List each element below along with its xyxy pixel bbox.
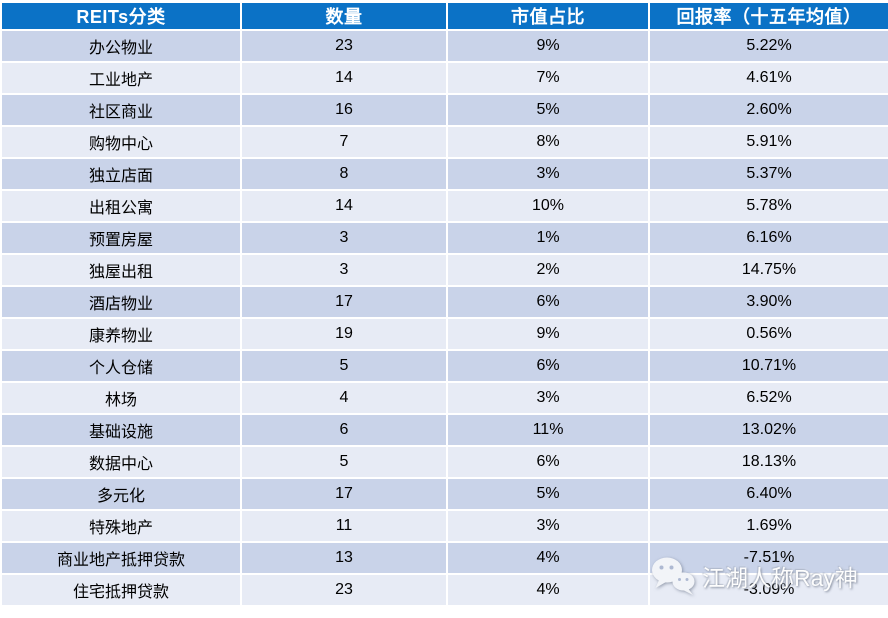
marketcap-share-cell: 6%: [448, 351, 648, 381]
category-cell: 多元化: [2, 479, 240, 509]
marketcap-share-cell: 9%: [448, 31, 648, 61]
table-row: 林场 4 3% 6.52%: [2, 383, 888, 413]
marketcap-share-cell: 4%: [448, 543, 648, 573]
marketcap-share-cell: 5%: [448, 95, 648, 125]
marketcap-share-cell: 10%: [448, 191, 648, 221]
count-cell: 13: [242, 543, 446, 573]
marketcap-share-cell: 2%: [448, 255, 648, 285]
table-row: 商业地产抵押贷款 13 4% -7.51%: [2, 543, 888, 573]
category-cell: 住宅抵押贷款: [2, 575, 240, 605]
marketcap-share-cell: 3%: [448, 383, 648, 413]
table-row: 个人仓储 5 6% 10.71%: [2, 351, 888, 381]
return-cell: 5.78%: [650, 191, 888, 221]
marketcap-share-cell: 3%: [448, 511, 648, 541]
header-row: REITs分类 数量 市值占比 回报率（十五年均值）: [2, 3, 888, 29]
return-cell: 1.69%: [650, 511, 888, 541]
count-cell: 11: [242, 511, 446, 541]
count-cell: 5: [242, 351, 446, 381]
marketcap-share-cell: 7%: [448, 63, 648, 93]
table-row: 独屋出租 3 2% 14.75%: [2, 255, 888, 285]
category-cell: 工业地产: [2, 63, 240, 93]
return-cell: 6.16%: [650, 223, 888, 253]
category-cell: 数据中心: [2, 447, 240, 477]
table-row: 独立店面 8 3% 5.37%: [2, 159, 888, 189]
count-cell: 17: [242, 479, 446, 509]
table-row: 多元化 17 5% 6.40%: [2, 479, 888, 509]
category-cell: 商业地产抵押贷款: [2, 543, 240, 573]
table-row: 工业地产 14 7% 4.61%: [2, 63, 888, 93]
return-cell: 5.22%: [650, 31, 888, 61]
return-cell: 6.52%: [650, 383, 888, 413]
return-cell: 13.02%: [650, 415, 888, 445]
return-cell: 14.75%: [650, 255, 888, 285]
count-cell: 16: [242, 95, 446, 125]
table-row: 住宅抵押贷款 23 4% -3.09%: [2, 575, 888, 605]
marketcap-share-cell: 6%: [448, 287, 648, 317]
category-cell: 特殊地产: [2, 511, 240, 541]
table-row: 数据中心 5 6% 18.13%: [2, 447, 888, 477]
count-cell: 23: [242, 575, 446, 605]
marketcap-share-cell: 11%: [448, 415, 648, 445]
table-body: 办公物业 23 9% 5.22% 工业地产 14 7% 4.61% 社区商业 1…: [2, 31, 888, 605]
table-row: 出租公寓 14 10% 5.78%: [2, 191, 888, 221]
return-cell: 18.13%: [650, 447, 888, 477]
marketcap-share-cell: 3%: [448, 159, 648, 189]
marketcap-share-cell: 6%: [448, 447, 648, 477]
table-row: 社区商业 16 5% 2.60%: [2, 95, 888, 125]
col-header-return: 回报率（十五年均值）: [650, 3, 888, 29]
return-cell: -7.51%: [650, 543, 888, 573]
table-row: 办公物业 23 9% 5.22%: [2, 31, 888, 61]
category-cell: 社区商业: [2, 95, 240, 125]
category-cell: 独立店面: [2, 159, 240, 189]
count-cell: 4: [242, 383, 446, 413]
table-row: 基础设施 6 11% 13.02%: [2, 415, 888, 445]
marketcap-share-cell: 9%: [448, 319, 648, 349]
count-cell: 7: [242, 127, 446, 157]
count-cell: 8: [242, 159, 446, 189]
return-cell: 10.71%: [650, 351, 888, 381]
count-cell: 3: [242, 223, 446, 253]
col-header-marketcap-share: 市值占比: [448, 3, 648, 29]
marketcap-share-cell: 8%: [448, 127, 648, 157]
count-cell: 14: [242, 63, 446, 93]
table-row: 酒店物业 17 6% 3.90%: [2, 287, 888, 317]
table-row: 康养物业 19 9% 0.56%: [2, 319, 888, 349]
count-cell: 14: [242, 191, 446, 221]
return-cell: -3.09%: [650, 575, 888, 605]
return-cell: 2.60%: [650, 95, 888, 125]
count-cell: 17: [242, 287, 446, 317]
return-cell: 5.91%: [650, 127, 888, 157]
col-header-count: 数量: [242, 3, 446, 29]
table-row: 预置房屋 3 1% 6.16%: [2, 223, 888, 253]
marketcap-share-cell: 5%: [448, 479, 648, 509]
marketcap-share-cell: 1%: [448, 223, 648, 253]
table-row: 购物中心 7 8% 5.91%: [2, 127, 888, 157]
return-cell: 0.56%: [650, 319, 888, 349]
category-cell: 酒店物业: [2, 287, 240, 317]
category-cell: 个人仓储: [2, 351, 240, 381]
count-cell: 23: [242, 31, 446, 61]
count-cell: 5: [242, 447, 446, 477]
category-cell: 出租公寓: [2, 191, 240, 221]
return-cell: 4.61%: [650, 63, 888, 93]
category-cell: 预置房屋: [2, 223, 240, 253]
return-cell: 3.90%: [650, 287, 888, 317]
return-cell: 5.37%: [650, 159, 888, 189]
table-row: 特殊地产 11 3% 1.69%: [2, 511, 888, 541]
count-cell: 3: [242, 255, 446, 285]
category-cell: 办公物业: [2, 31, 240, 61]
col-header-category: REITs分类: [2, 3, 240, 29]
category-cell: 独屋出租: [2, 255, 240, 285]
marketcap-share-cell: 4%: [448, 575, 648, 605]
category-cell: 康养物业: [2, 319, 240, 349]
count-cell: 6: [242, 415, 446, 445]
table-header: REITs分类 数量 市值占比 回报率（十五年均值）: [2, 3, 888, 29]
category-cell: 林场: [2, 383, 240, 413]
category-cell: 基础设施: [2, 415, 240, 445]
count-cell: 19: [242, 319, 446, 349]
return-cell: 6.40%: [650, 479, 888, 509]
category-cell: 购物中心: [2, 127, 240, 157]
